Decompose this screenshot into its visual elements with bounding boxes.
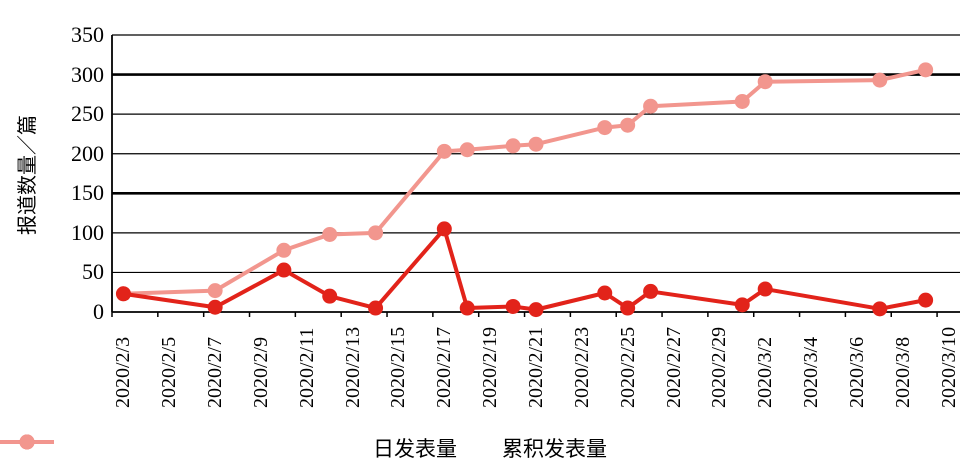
legend: 日发表量 累积发表量 [0,433,980,463]
data-point-marker [436,221,452,237]
data-point-marker [597,285,613,301]
x-tick-label: 2020/2/15 [387,326,410,408]
data-point-marker [368,225,384,241]
legend-item-cumulative: 累积发表量 [0,433,607,463]
y-tick-label: 100 [71,219,104,245]
x-tick-label: 2020/2/5 [158,336,181,408]
legend-label-daily: 日发表量 [373,437,457,461]
data-point-marker [207,283,223,299]
data-point-marker [322,226,338,242]
data-point-marker [459,142,475,158]
data-point-marker [115,286,131,302]
x-tick-label: 2020/2/17 [433,326,456,408]
x-tick-label: 2020/2/13 [341,326,364,408]
y-tick-label: 200 [71,140,104,166]
data-point-marker [597,120,613,136]
x-tick-label: 2020/2/27 [662,326,685,408]
legend-label-cumulative: 累积发表量 [502,437,607,461]
data-point-marker [276,242,292,258]
x-tick-label: 2020/2/9 [249,336,272,408]
legend-item-daily: 日发表量 [0,433,457,463]
data-point-marker [207,299,223,315]
data-point-marker [620,300,636,316]
data-point-marker [643,98,659,114]
data-point-marker [872,301,888,317]
x-tick-label: 2020/3/10 [937,326,960,408]
data-point-marker [918,62,934,78]
data-point-marker [620,117,636,133]
data-point-marker [734,93,750,109]
y-tick-label: 150 [71,180,104,206]
data-point-marker [436,143,452,159]
x-tick-label: 2020/2/3 [112,336,135,408]
data-point-marker [322,288,338,304]
y-axis-title: 报道数量／篇 [17,115,39,235]
series-line [121,67,928,296]
data-point-marker [872,72,888,88]
data-point-marker [368,300,384,316]
x-tick-label: 2020/3/2 [754,336,777,408]
y-tick-label: 350 [71,22,104,47]
x-tick-label: 2020/2/29 [708,326,731,408]
y-tick-label: 0 [93,299,104,324]
x-tick-label: 2020/2/21 [525,326,547,408]
y-tick-label: 250 [71,101,104,127]
data-point-marker [918,292,934,308]
data-point-marker [505,138,521,154]
x-tick-label: 2020/2/11 [295,327,318,408]
y-tick-label: 50 [82,259,104,285]
data-point-marker [643,283,659,299]
data-point-marker [505,298,521,314]
x-tick-label: 2020/3/8 [891,336,914,408]
series-line [121,226,928,312]
data-point-marker [528,302,544,318]
x-tick-label: 2020/2/19 [479,326,502,408]
x-tick-label: 2020/3/6 [845,336,868,408]
data-point-marker [276,262,292,278]
x-tick-label: 2020/3/4 [800,336,823,408]
data-point-marker [734,297,750,313]
x-tick-label: 2020/2/7 [204,336,227,408]
data-point-marker [757,74,773,90]
data-point-marker [757,281,773,297]
x-tick-label: 2020/2/25 [616,326,639,408]
data-point-marker [459,300,475,316]
data-point-marker [528,136,544,152]
x-tick-label: 2020/2/23 [570,326,593,408]
y-tick-label: 300 [71,61,104,87]
cumulative-series-marker-icon [0,434,54,450]
